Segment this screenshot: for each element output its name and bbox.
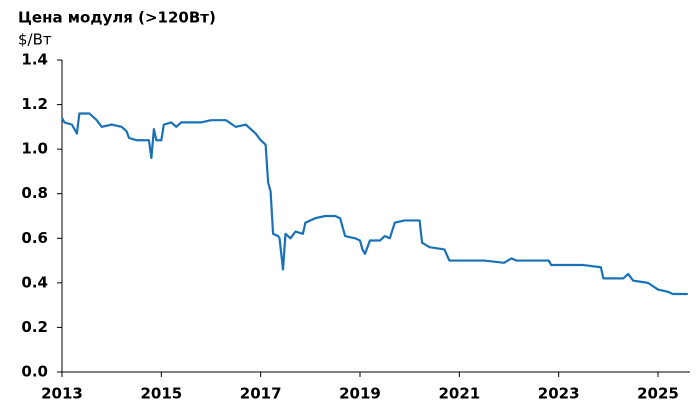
x-tick-label: 2021 — [438, 385, 480, 403]
x-tick-label: 2023 — [538, 385, 580, 403]
chart-title: Цена модуля (>120Вт) — [18, 9, 216, 27]
y-tick-label: 0.4 — [21, 273, 48, 291]
y-tick-label: 0.6 — [21, 229, 48, 247]
y-tick-label: 0.2 — [21, 318, 48, 336]
x-tick-label: 2013 — [41, 385, 83, 403]
price-line — [61, 112, 688, 296]
y-tick-label: 1.0 — [21, 140, 48, 158]
y-tick-label: 1.4 — [21, 51, 48, 69]
x-tick-label: 2025 — [637, 385, 679, 403]
x-tick-label: 2019 — [339, 385, 381, 403]
y-tick-label: 0.8 — [21, 184, 48, 202]
x-tick-label: 2015 — [140, 385, 182, 403]
y-tick-label: 1.2 — [21, 95, 48, 113]
y-tick-label: 0.0 — [21, 363, 48, 381]
y-axis-label: $/Вт — [18, 31, 52, 49]
x-tick-label: 2017 — [240, 385, 282, 403]
